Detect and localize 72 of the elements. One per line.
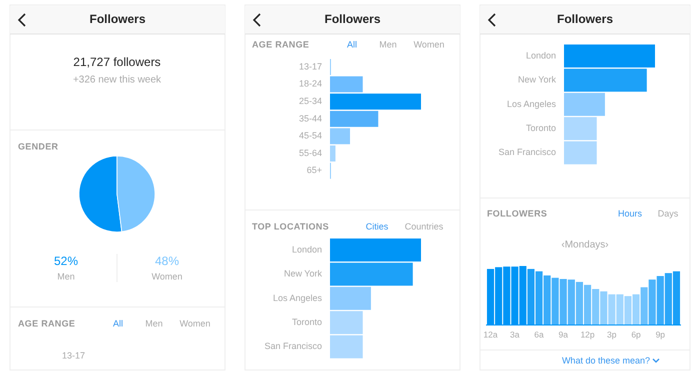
bar: [330, 238, 421, 262]
data-label: 48%: [154, 254, 180, 268]
text: 13-17: [62, 350, 85, 360]
text: Countries: [404, 221, 444, 232]
bar: [656, 276, 664, 325]
text: What do these mean?: [562, 355, 650, 366]
x-tick-label: 12a: [483, 329, 498, 340]
y-tick-label: 45-54: [298, 130, 322, 141]
text: Hours: [618, 208, 642, 218]
y-tick-label: 18-24: [298, 78, 322, 89]
text: Women: [414, 39, 444, 50]
bar: [648, 280, 656, 325]
text: Followers: [89, 12, 146, 26]
text: All: [112, 318, 124, 328]
x-tick-label: 3p: [607, 329, 617, 340]
text: Men: [145, 318, 163, 328]
data-label: 52%: [54, 254, 78, 268]
text: Followers: [556, 12, 614, 26]
bar: [564, 68, 647, 92]
y-tick-label: 55-64: [298, 148, 322, 158]
text: +326 new this week: [72, 74, 162, 86]
y-tick-label: 25-34: [298, 96, 322, 106]
bar: [330, 76, 363, 92]
text: Cities: [366, 221, 389, 232]
y-tick-label: London: [292, 244, 322, 254]
y-tick-label: New York: [518, 74, 556, 85]
text: 21,727 followers: [73, 55, 161, 70]
text: Followers: [324, 12, 381, 26]
slice-label: Women: [152, 271, 182, 282]
x-tick-label: 3a: [510, 329, 520, 340]
bar: [535, 271, 543, 325]
y-tick-label: San Francisco: [498, 147, 556, 158]
x-tick-label: 6a: [534, 329, 544, 340]
bar: [330, 94, 421, 110]
bar: [672, 271, 680, 325]
x-tick-label: 6p: [631, 329, 642, 340]
bar: [564, 92, 605, 116]
bar: [330, 128, 350, 144]
y-tick-label: Los Angeles: [272, 292, 322, 303]
bar: [330, 146, 336, 162]
bar: [330, 286, 371, 310]
y-tick-label: New York: [284, 268, 322, 279]
chart-title: FOLLOWERS: [487, 208, 548, 218]
chart-title: TOP LOCATIONS: [252, 221, 329, 232]
chart-title: AGE RANGE: [252, 39, 310, 50]
bar: [330, 110, 378, 127]
y-tick-label: Toronto: [292, 316, 322, 327]
bar: [640, 287, 648, 325]
y-tick-label: Los Angeles: [506, 98, 556, 109]
chart-title: GENDER: [18, 141, 59, 152]
bar: [527, 268, 535, 325]
x-tick-label: 9p: [656, 329, 666, 340]
bar: [330, 262, 413, 286]
bar: [564, 44, 655, 68]
y-tick-label: 65+: [306, 165, 322, 176]
text: Women: [180, 318, 210, 328]
chart-subtitle: ‹Mondays›: [561, 240, 609, 251]
y-tick-label: 35-44: [298, 113, 322, 124]
bar: [600, 291, 608, 325]
text: Men: [379, 39, 397, 50]
bar: [664, 273, 672, 325]
y-tick-label: London: [526, 50, 556, 60]
y-tick-label: San Francisco: [264, 341, 322, 352]
text: AGE RANGE: [18, 318, 76, 328]
x-tick-label: 12p: [580, 329, 595, 340]
y-tick-label: Toronto: [526, 122, 556, 133]
bar: [592, 289, 600, 325]
text: Days: [658, 208, 679, 218]
text: All: [346, 39, 358, 50]
y-tick-label: 13-17: [298, 61, 322, 72]
x-tick-label: 9a: [558, 329, 568, 340]
slice-label: Men: [57, 271, 75, 282]
